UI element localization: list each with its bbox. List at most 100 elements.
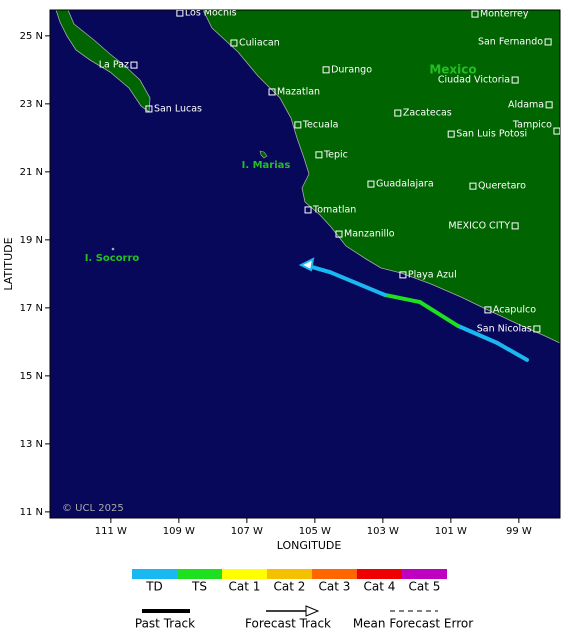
x-tick-label: 105 W	[299, 526, 331, 537]
city-label: Tecuala	[302, 119, 339, 130]
legend-label: TS	[191, 580, 207, 594]
legend-swatch	[357, 569, 402, 579]
city-marker	[533, 325, 541, 333]
forecast-arrow	[305, 605, 320, 617]
legend-label: Cat 1	[229, 580, 261, 594]
x-tick-label: 101 W	[435, 526, 467, 537]
city-marker	[315, 151, 323, 159]
city-marker	[399, 271, 407, 279]
y-tick-label: 19 N	[20, 235, 43, 246]
x-tick-label: 107 W	[231, 526, 263, 537]
track-segment	[417, 300, 460, 328]
legend-swatch	[132, 569, 177, 579]
legend-swatch	[267, 569, 312, 579]
city-marker	[294, 121, 302, 129]
city-label: Durango	[331, 64, 372, 75]
x-tick-label: 103 W	[367, 526, 399, 537]
x-tick-label: 111 W	[95, 526, 127, 537]
city-label: Tomatlan	[312, 204, 356, 215]
copyright: © UCL 2025	[62, 503, 124, 514]
city-marker	[511, 76, 519, 84]
x-tick-label: 109 W	[163, 526, 195, 537]
y-tick-label: 25 N	[20, 31, 43, 42]
track-segment	[382, 292, 422, 305]
city-marker	[447, 130, 455, 138]
plot-frame	[49, 9, 561, 519]
legend-swatch	[222, 569, 267, 579]
city-marker	[511, 222, 519, 230]
city-label: Tepic	[323, 149, 348, 160]
legend-label: Forecast Track	[245, 617, 331, 631]
region-label: I. Marias	[242, 160, 291, 171]
y-tick-label: 21 N	[20, 167, 43, 178]
city-label: Playa Azul	[408, 269, 457, 280]
x-tick-label: 99 W	[506, 526, 532, 537]
land	[55, 10, 560, 344]
city-label: San Luis Potosi	[456, 129, 527, 140]
city-marker	[469, 182, 477, 190]
city-marker	[322, 66, 330, 74]
city-label: Manzanillo	[344, 229, 395, 240]
city-marker	[484, 306, 492, 314]
legend-label: Cat 2	[274, 580, 306, 594]
island	[111, 247, 115, 251]
x-axis-title: LONGITUDE	[277, 539, 342, 552]
city-marker	[544, 38, 552, 46]
y-tick-label: 11 N	[20, 507, 43, 518]
city-label: San Fernando	[478, 36, 543, 47]
y-tick-label: 15 N	[20, 371, 43, 382]
city-label: La Paz	[99, 60, 129, 71]
city-marker	[176, 10, 184, 17]
island	[259, 150, 268, 159]
city-marker	[553, 127, 560, 135]
city-marker	[230, 39, 238, 47]
legend-label: Mean Forecast Error	[353, 617, 473, 631]
city-label: Queretaro	[478, 181, 526, 192]
legend-label: Cat 4	[364, 580, 396, 594]
city-label: Ciudad Victoria	[438, 75, 510, 86]
city-marker	[335, 230, 343, 238]
cities: Los Mochis Culiacan La Paz Durango Monterrey…	[99, 8, 560, 334]
legend-swatch	[177, 569, 222, 579]
region-label: I. Socorro	[85, 253, 140, 264]
track-segment	[495, 340, 530, 362]
city-marker	[367, 180, 375, 188]
city-label: Tampico	[512, 120, 552, 131]
y-tick-label: 13 N	[20, 439, 43, 450]
track-segment	[456, 323, 500, 345]
city-label: Culiacan	[239, 37, 280, 48]
legend-swatch	[402, 569, 447, 579]
city-marker	[145, 105, 153, 113]
legend-label: TD	[145, 580, 163, 594]
track-segment	[328, 270, 387, 297]
city-marker	[545, 101, 553, 109]
mainland	[202, 10, 560, 344]
city-label: Guadalajara	[376, 179, 434, 190]
city-label: Los Mochis	[185, 8, 237, 19]
city-marker	[394, 109, 402, 117]
baja-california	[55, 10, 151, 113]
legend-label: Cat 5	[409, 580, 441, 594]
y-axis-title: LATITUDE	[2, 237, 15, 290]
city-label: San Lucas	[154, 103, 202, 114]
city-marker	[268, 88, 276, 96]
legend-label: Past Track	[135, 617, 195, 631]
city-label: MEXICO CITY	[448, 220, 510, 231]
legend-swatch	[312, 569, 357, 579]
city-marker	[471, 10, 479, 18]
city-label: San Nicolas	[477, 323, 532, 334]
city-label: Zacatecas	[403, 108, 452, 119]
city-label: Mazatlan	[277, 86, 320, 97]
city-label: Aldama	[508, 99, 544, 110]
y-tick-label: 23 N	[20, 99, 43, 110]
city-label: Monterrey	[480, 9, 529, 20]
city-marker	[130, 61, 138, 69]
city-marker	[304, 206, 312, 214]
region-label: Mexico	[429, 63, 476, 77]
y-tick-label: 17 N	[20, 303, 43, 314]
track-end-arrow	[298, 257, 315, 272]
legend-label: Cat 3	[319, 580, 351, 594]
city-label: Acapulco	[493, 304, 536, 315]
